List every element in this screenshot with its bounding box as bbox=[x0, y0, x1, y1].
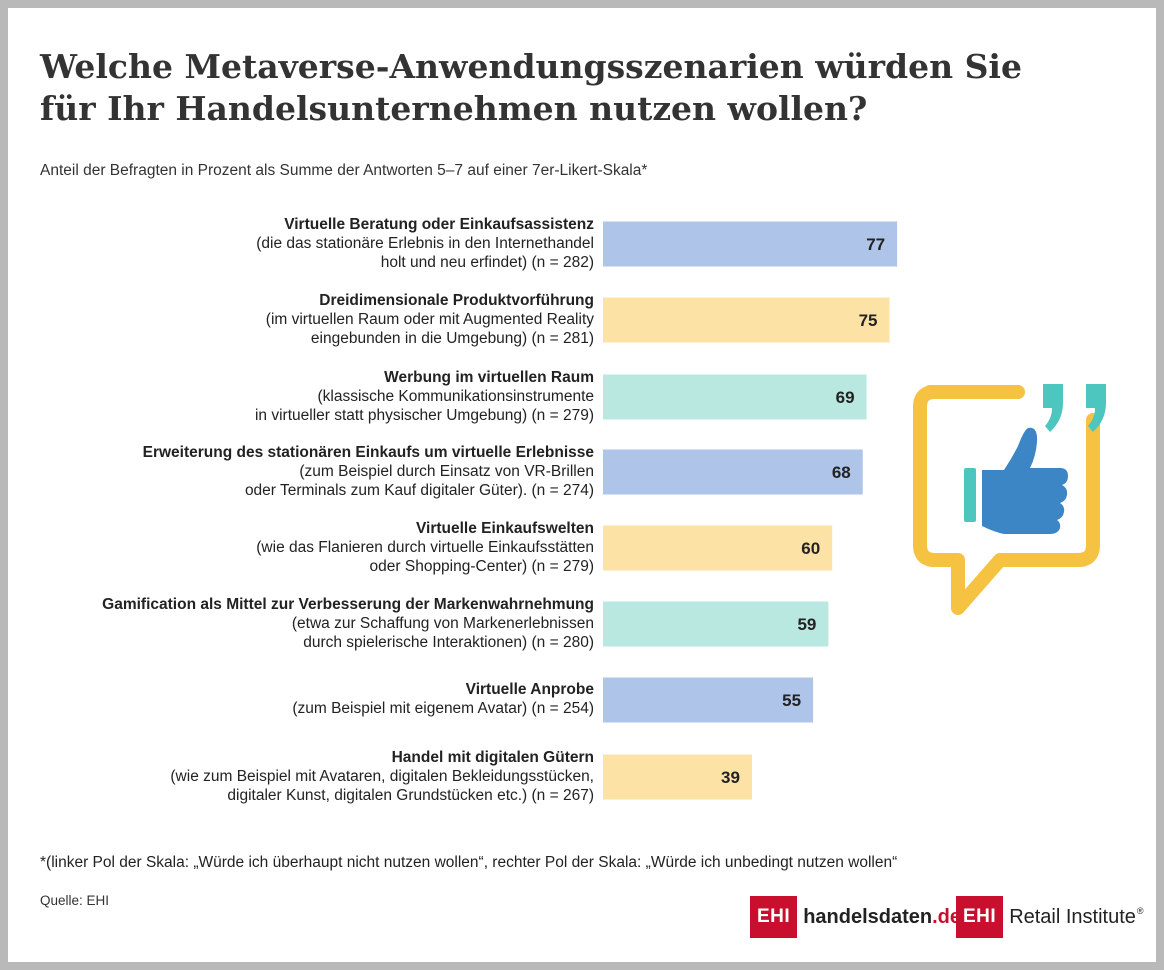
category-title: Erweiterung des stationären Einkaufs um … bbox=[142, 443, 594, 461]
chart-title: Welche Metaverse-Anwendungsszenarien wür… bbox=[40, 46, 1040, 130]
category-label: Handel mit digitalen Gütern (wie zum Beis… bbox=[0, 748, 594, 805]
category-description: (klassische Kommunikationsinstrumente bbox=[317, 387, 594, 405]
category-label: Virtuelle Einkaufswelten (wie das Flanier… bbox=[0, 519, 594, 576]
thumbs-up-icon bbox=[982, 427, 1068, 534]
category-description: (zum Beispiel mit eigenem Avatar) (n = 2… bbox=[292, 700, 594, 717]
bar-value-label: 68 bbox=[832, 463, 851, 482]
category-description: (im virtuellen Raum oder mit Augmented R… bbox=[265, 310, 594, 328]
quote-mark-icon bbox=[1086, 384, 1106, 432]
bar-value-label: 55 bbox=[782, 691, 801, 710]
speech-bubble-icon bbox=[913, 385, 1100, 615]
category-title: Gamification als Mittel zur Verbesserung… bbox=[102, 595, 594, 613]
handelsdaten-logo-box: EHI bbox=[750, 896, 798, 938]
handelsdaten-name: handelsdaten bbox=[803, 905, 933, 928]
handelsdaten-logo[interactable]: EHI handelsdaten.de bbox=[750, 896, 961, 938]
retail-institute-logo-box: EHI bbox=[956, 896, 1004, 938]
bar bbox=[603, 297, 890, 343]
category-description: (die das stationäre Erlebnis in den Inte… bbox=[256, 234, 594, 252]
category-description: in virtueller statt physischer Umgebung)… bbox=[254, 406, 594, 424]
category-label: Erweiterung des stationären Einkaufs um … bbox=[0, 443, 594, 500]
bar bbox=[603, 449, 863, 495]
title-line-2: für Ihr Handelsunternehmen nutzen wollen… bbox=[40, 89, 868, 128]
category-description: (zum Beispiel durch Einsatz von VR-Brill… bbox=[299, 462, 594, 480]
category-label: Werbung im virtuellen Raum (klassische Ko… bbox=[0, 368, 594, 425]
thumbs-up-speech-bubble-icon bbox=[913, 384, 1106, 615]
retail-institute-logo-text: Retail Institute® bbox=[1009, 906, 1143, 929]
handelsdaten-tld: .de bbox=[932, 905, 962, 928]
bar bbox=[603, 525, 833, 571]
retail-institute-logo[interactable]: EHI Retail Institute® bbox=[956, 896, 1144, 938]
bar bbox=[603, 754, 752, 800]
category-label: Virtuelle Anprobe (zum Beispiel mit eigen… bbox=[0, 680, 594, 718]
bar bbox=[603, 221, 898, 267]
category-description: oder Shopping-Center) (n = 279) bbox=[369, 557, 594, 575]
category-description: eingebunden in die Umgebung) (n = 281) bbox=[310, 329, 594, 347]
bar bbox=[603, 677, 814, 723]
registered-mark: ® bbox=[1136, 905, 1144, 916]
thumb-cuff-icon bbox=[964, 468, 976, 522]
bar-value-label: 59 bbox=[797, 615, 816, 634]
bar-value-label: 77 bbox=[866, 235, 885, 254]
bar bbox=[603, 601, 829, 647]
chart-subtitle: Anteil der Befragten in Prozent als Summ… bbox=[40, 162, 648, 179]
category-description: durch spielerische Interaktionen) (n = 2… bbox=[303, 633, 594, 651]
retail-institute-name: Retail Institute bbox=[1009, 905, 1136, 928]
category-description: oder Terminals zum Kauf digitaler Güter)… bbox=[244, 481, 594, 499]
category-title: Virtuelle Einkaufswelten bbox=[415, 519, 594, 537]
bar-value-label: 69 bbox=[836, 388, 855, 407]
category-description: digitaler Kunst, digitalen Grundstücken … bbox=[227, 786, 594, 804]
category-title: Werbung im virtuellen Raum bbox=[384, 368, 594, 386]
category-label: Gamification als Mittel zur Verbesserung… bbox=[0, 595, 594, 652]
bar-value-label: 75 bbox=[859, 311, 878, 330]
category-description: (wie das Flanieren durch virtuelle Einka… bbox=[256, 538, 594, 556]
quote-mark-icon bbox=[1043, 384, 1063, 432]
footnote: *(linker Pol der Skala: „Würde ich überh… bbox=[40, 854, 898, 871]
category-title: Virtuelle Beratung oder Einkaufsassisten… bbox=[284, 215, 594, 233]
category-label: Virtuelle Beratung oder Einkaufsassisten… bbox=[0, 215, 594, 272]
category-title: Dreidimensionale Produktvorführung bbox=[319, 291, 594, 309]
category-description: holt und neu erfindet) (n = 282) bbox=[380, 253, 594, 271]
category-label: Dreidimensionale Produktvorführung (im vi… bbox=[0, 291, 594, 348]
category-description: (etwa zur Schaffung von Markenerlebnisse… bbox=[291, 614, 594, 632]
category-title: Virtuelle Anprobe bbox=[465, 681, 594, 698]
bar-value-label: 39 bbox=[721, 768, 740, 787]
bars-group: 77 75 69 68 60 59 55 39 bbox=[603, 221, 898, 800]
bar bbox=[603, 374, 867, 420]
title-line-1: Welche Metaverse-Anwendungsszenarien wür… bbox=[40, 47, 1022, 86]
source: Quelle: EHI bbox=[40, 893, 110, 908]
category-title: Handel mit digitalen Gütern bbox=[391, 748, 594, 766]
bar-value-label: 60 bbox=[801, 539, 820, 558]
category-description: (wie zum Beispiel mit Avataren, digitale… bbox=[170, 767, 594, 785]
handelsdaten-logo-text: handelsdaten.de bbox=[803, 906, 961, 929]
